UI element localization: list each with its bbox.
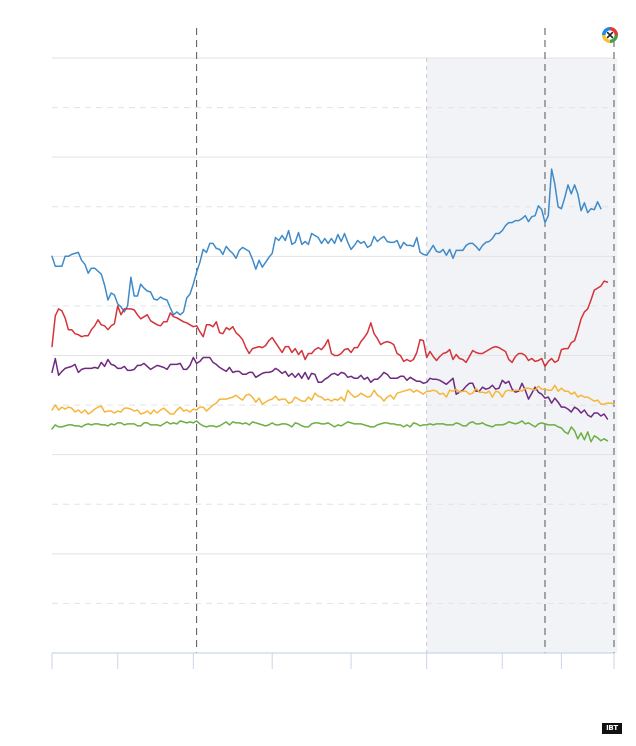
x-axis xyxy=(51,652,615,669)
series-group xyxy=(51,168,615,443)
ibt-logo-icon: IBT xyxy=(602,723,622,734)
series-line-5 xyxy=(51,420,609,443)
series-line-4 xyxy=(51,384,615,415)
series-line-3 xyxy=(51,356,609,420)
series-line-2 xyxy=(51,280,609,368)
close-icon[interactable] xyxy=(602,27,618,43)
series-line-1 xyxy=(51,168,602,316)
